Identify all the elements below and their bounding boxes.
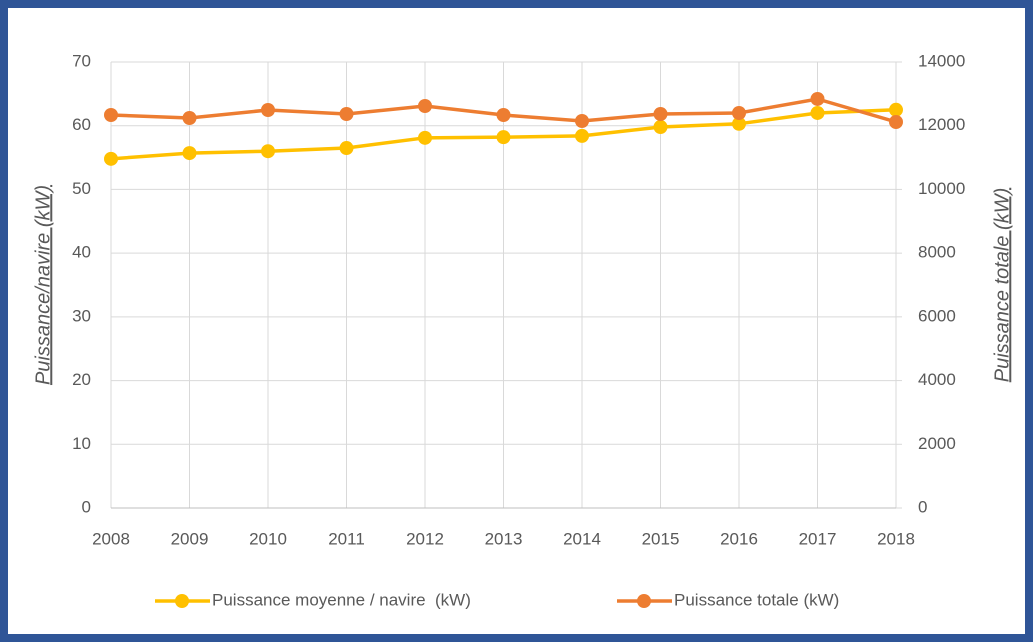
y2-tick-label: 0 [918, 497, 927, 516]
y-tick-label: 30 [72, 306, 91, 325]
x-tick-label: 2016 [720, 529, 758, 548]
legend-label: Puissance moyenne / navire (kW) [212, 590, 471, 609]
point [261, 144, 275, 159]
x-tick-label: 2008 [92, 529, 130, 548]
y2-tick-label: 6000 [918, 306, 956, 325]
point [339, 141, 354, 156]
x-tick-label: 2018 [877, 529, 915, 548]
point [653, 106, 668, 121]
x-tick-label: 2015 [642, 529, 680, 548]
y-tick-label: 50 [72, 179, 91, 198]
y-tick-label: 40 [72, 243, 91, 262]
point [496, 130, 511, 145]
point [810, 105, 825, 120]
point [889, 114, 903, 129]
point [418, 98, 432, 113]
point [261, 103, 275, 118]
legend-marker [637, 594, 651, 608]
point [810, 91, 825, 106]
y2-tick-label: 12000 [918, 115, 965, 134]
x-tick-label: 2014 [563, 529, 601, 548]
point [182, 146, 197, 161]
point [653, 119, 668, 134]
x-tick-label: 2012 [406, 529, 444, 548]
y-tick-label: 60 [72, 115, 91, 134]
point [418, 130, 432, 145]
y-tick-label: 10 [72, 434, 91, 453]
point [575, 128, 589, 143]
y-axis-title: Puissance/navire (kW) [32, 185, 54, 385]
legend-marker [175, 594, 189, 608]
y2-tick-label: 8000 [918, 243, 956, 262]
y-tick-label: 20 [72, 370, 91, 389]
x-tick-label: 2013 [485, 529, 523, 548]
legend-label: Puissance totale (kW) [674, 590, 839, 609]
y2-tick-label: 10000 [918, 179, 965, 198]
y2-tick-label: 4000 [918, 370, 956, 389]
point [339, 106, 354, 121]
point [496, 108, 511, 123]
y2-tick-label: 2000 [918, 434, 956, 453]
y-tick-label: 0 [82, 497, 91, 516]
y2-axis-title: Puissance totale (kW) [991, 188, 1013, 383]
point [889, 102, 903, 117]
x-tick-label: 2009 [171, 529, 209, 548]
y-tick-label: 70 [72, 51, 91, 70]
point [732, 116, 746, 131]
point [575, 113, 589, 128]
x-tick-label: 2010 [249, 529, 287, 548]
point [104, 151, 118, 166]
point [104, 108, 118, 123]
x-tick-label: 2011 [328, 529, 365, 548]
point [182, 111, 197, 126]
point [732, 106, 746, 121]
y2-tick-label: 14000 [918, 51, 965, 70]
x-tick-label: 2017 [799, 529, 837, 548]
